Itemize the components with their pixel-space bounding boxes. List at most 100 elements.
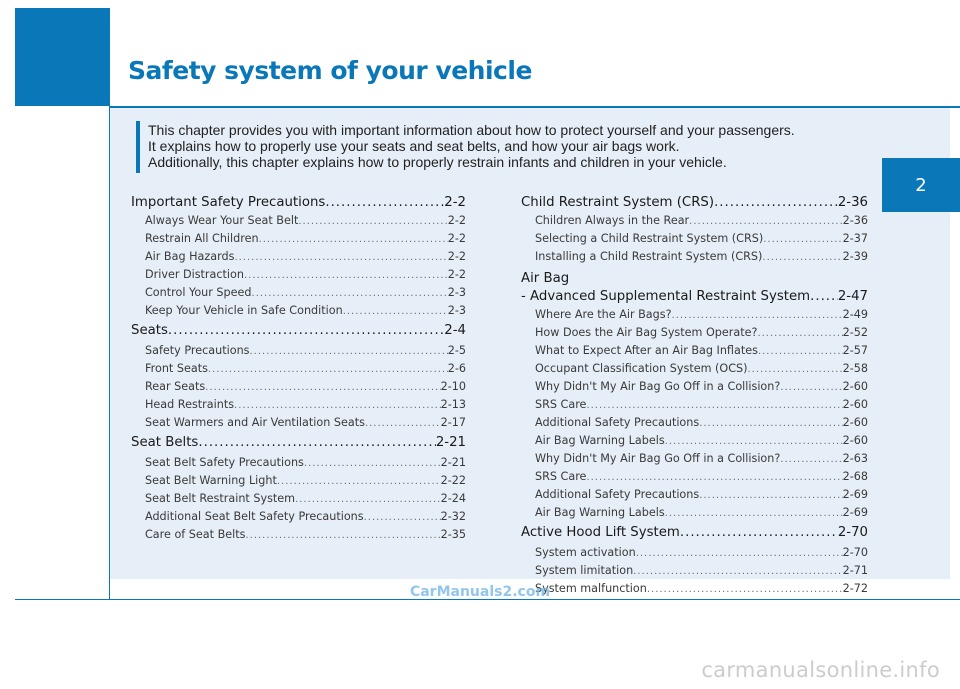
chapter-number-tab: 2 <box>882 158 960 212</box>
toc-page-number: 2-17 <box>440 416 466 429</box>
toc-page-number: 2-2 <box>447 250 466 263</box>
dot-leader <box>714 194 838 212</box>
dot-leader <box>234 249 447 266</box>
toc-entry[interactable]: Installing a Child Restraint System (CRS… <box>521 248 868 266</box>
toc-page-number: 2-6 <box>447 362 466 375</box>
toc-entry-title: Additional Seat Belt Safety Precautions <box>145 510 364 523</box>
toc-page-number: 2-35 <box>440 528 466 541</box>
toc-entry[interactable]: Seat Belt Warning Light 2-22 <box>131 472 466 490</box>
toc-entry[interactable]: Care of Seat Belts 2-35 <box>131 526 466 544</box>
toc-section-heading[interactable]: Seat Belts 2-21 <box>131 432 466 454</box>
toc-section-title: Seats <box>131 323 168 338</box>
toc-section-title: - Advanced Supplemental Restraint System <box>521 289 811 304</box>
toc-entry-title: System limitation <box>535 564 634 577</box>
toc-entry[interactable]: How Does the Air Bag System Operate? 2-52 <box>521 324 868 342</box>
toc-page-number: 2-2 <box>444 195 466 210</box>
toc-page-number: 2-60 <box>842 398 868 411</box>
toc-entry-title: Keep Your Vehicle in Safe Condition <box>145 304 343 317</box>
toc-entry[interactable]: Front Seats 2-6 <box>131 360 466 378</box>
chapter-intro: This chapter provides you with important… <box>148 122 938 170</box>
toc-entry[interactable]: Selecting a Child Restraint System (CRS)… <box>521 230 868 248</box>
toc-entry[interactable]: Why Didn't My Air Bag Go Off in a Collis… <box>521 450 868 468</box>
toc-page-number: 2-2 <box>447 268 466 281</box>
toc-entry[interactable]: Additional Safety Precautions 2-69 <box>521 486 868 504</box>
toc-entry-title: Head Restraints <box>145 398 235 411</box>
dot-leader <box>633 563 842 580</box>
toc-entry-title: Seat Belt Safety Precautions <box>145 456 304 469</box>
toc-entry[interactable]: Why Didn't My Air Bag Go Off in a Collis… <box>521 378 868 396</box>
toc-entry[interactable]: Always Wear Your Seat Belt 2-2 <box>131 212 466 230</box>
toc-entry[interactable]: Occupant Classification System (OCS) 2-58 <box>521 360 868 378</box>
toc-entry[interactable]: Rear Seats 2-10 <box>131 378 466 396</box>
toc-entry-title: Front Seats <box>145 362 208 375</box>
toc-entry-title: Installing a Child Restraint System (CRS… <box>535 250 763 263</box>
toc-entry[interactable]: Additional Safety Precautions 2-60 <box>521 414 868 432</box>
toc-entry-title: Where Are the Air Bags? <box>535 308 672 321</box>
toc-entry-title: SRS Care <box>535 470 587 483</box>
toc-entry-title: What to Expect After an Air Bag Inflates <box>535 344 758 357</box>
toc-entry[interactable]: Air Bag Warning Labels 2-69 <box>521 504 868 522</box>
toc-page-number: 2-36 <box>842 214 868 227</box>
toc-entry[interactable]: Driver Distraction 2-2 <box>131 266 466 284</box>
toc-page-number: 2-63 <box>842 452 868 465</box>
toc-entry-title: Restrain All Children <box>145 232 259 245</box>
dot-leader <box>364 509 441 526</box>
toc-section-heading[interactable]: - Advanced Supplemental Restraint System… <box>521 288 868 306</box>
toc-page-number: 2-69 <box>842 488 868 501</box>
toc-entry[interactable]: Air Bag Hazards 2-2 <box>131 248 466 266</box>
toc-page-number: 2-3 <box>447 304 466 317</box>
toc-entry[interactable]: Additional Seat Belt Safety Precautions 2… <box>131 508 466 526</box>
dot-leader <box>586 469 842 486</box>
toc-entry[interactable]: Restrain All Children 2-2 <box>131 230 466 248</box>
toc-entry[interactable]: SRS Care 2-60 <box>521 396 868 414</box>
toc-section-heading[interactable]: Seats 2-4 <box>131 320 466 342</box>
dot-leader <box>680 522 838 544</box>
toc-section-heading[interactable]: Important Safety Precautions 2-2 <box>131 194 466 212</box>
toc-entry[interactable]: Keep Your Vehicle in Safe Condition 2-3 <box>131 302 466 320</box>
chapter-title: Safety system of your vehicle <box>128 56 532 85</box>
toc-entry[interactable]: Air Bag Warning Labels 2-60 <box>521 432 868 450</box>
toc-section-title: Active Hood Lift System <box>521 525 680 540</box>
chapter-corner-block <box>15 8 110 106</box>
toc-entry-title: Air Bag Warning Labels <box>535 434 665 447</box>
toc-entry[interactable]: Seat Belt Safety Precautions 2-21 <box>131 454 466 472</box>
left-margin-rule <box>109 8 110 600</box>
toc-section-heading[interactable]: Active Hood Lift System 2-70 <box>521 522 868 544</box>
toc-entry-title: Control Your Speed <box>145 286 252 299</box>
toc-entry[interactable]: Seat Warmers and Air Ventilation Seats 2-… <box>131 414 466 432</box>
toc-page-number: 2-10 <box>440 380 466 393</box>
toc-page-number: 2-60 <box>842 434 868 447</box>
carmanualsonline-watermark: carmanualsonline.info <box>701 658 940 682</box>
toc-entry[interactable]: Safety Precautions 2-5 <box>131 342 466 360</box>
toc-entry-title: Occupant Classification System (OCS) <box>535 362 748 375</box>
toc-entry[interactable]: Children Always in the Rear 2-36 <box>521 212 868 230</box>
toc-entry[interactable]: SRS Care 2-68 <box>521 468 868 486</box>
dot-leader <box>249 343 447 360</box>
toc-entry[interactable]: System limitation 2-71 <box>521 562 868 580</box>
toc-entry[interactable]: What to Expect After an Air Bag Inflates… <box>521 342 868 360</box>
dot-leader <box>665 505 843 522</box>
toc-section-heading-line1[interactable]: Air Bag <box>521 271 570 286</box>
toc-entry-title: Rear Seats <box>145 380 206 393</box>
toc-entry[interactable]: Seat Belt Restraint System 2-24 <box>131 490 466 508</box>
toc-page-number: 2-72 <box>842 582 868 595</box>
dot-leader <box>205 379 440 396</box>
carmanuals2-watermark: CarManuals2.com <box>409 584 551 600</box>
dot-leader <box>325 194 444 212</box>
toc-entry-title: Additional Safety Precautions <box>535 488 700 501</box>
toc-entry[interactable]: Control Your Speed 2-3 <box>131 284 466 302</box>
toc-entry[interactable]: System activation 2-70 <box>521 544 868 562</box>
toc-entry[interactable]: System malfunction 2-72 <box>521 580 868 598</box>
toc-section-heading[interactable]: Child Restraint System (CRS) 2-36 <box>521 194 868 212</box>
dot-leader <box>636 545 843 562</box>
dot-leader <box>365 415 441 432</box>
dot-leader <box>259 231 448 248</box>
dot-leader <box>586 397 842 414</box>
toc-page-number: 2-69 <box>842 506 868 519</box>
toc-entry[interactable]: Head Restraints 2-13 <box>131 396 466 414</box>
toc-entry-title: System activation <box>535 546 636 559</box>
toc-entry[interactable]: Where Are the Air Bags? 2-49 <box>521 306 868 324</box>
toc-section-title: Child Restraint System (CRS) <box>521 195 715 210</box>
toc-entry-title: Air Bag Warning Labels <box>535 506 665 519</box>
toc-entry-title: Why Didn't My Air Bag Go Off in a Collis… <box>535 380 781 393</box>
